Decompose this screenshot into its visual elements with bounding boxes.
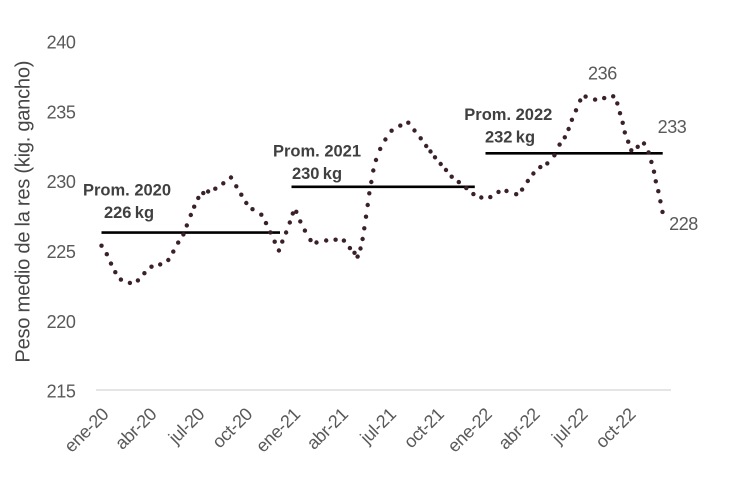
svg-text:230: 230 [47, 172, 76, 192]
svg-text:225: 225 [47, 242, 76, 262]
svg-text:232 kg: 232 kg [485, 128, 535, 146]
svg-text:220: 220 [47, 312, 76, 332]
svg-text:Prom. 2020: Prom. 2020 [83, 182, 171, 200]
svg-text:215: 215 [47, 382, 76, 402]
svg-text:Peso medio de la res (kig. gan: Peso medio de la res (kig. gancho) [13, 61, 35, 363]
svg-text:233: 233 [658, 117, 687, 137]
svg-text:230 kg: 230 kg [292, 165, 342, 183]
svg-text:Prom. 2022: Prom. 2022 [464, 106, 552, 124]
svg-text:228: 228 [669, 214, 698, 234]
svg-text:236: 236 [588, 64, 617, 84]
svg-text:235: 235 [47, 102, 76, 122]
svg-text:Prom. 2021: Prom. 2021 [273, 142, 361, 160]
svg-text:240: 240 [47, 33, 76, 53]
svg-text:226 kg: 226 kg [104, 204, 154, 222]
